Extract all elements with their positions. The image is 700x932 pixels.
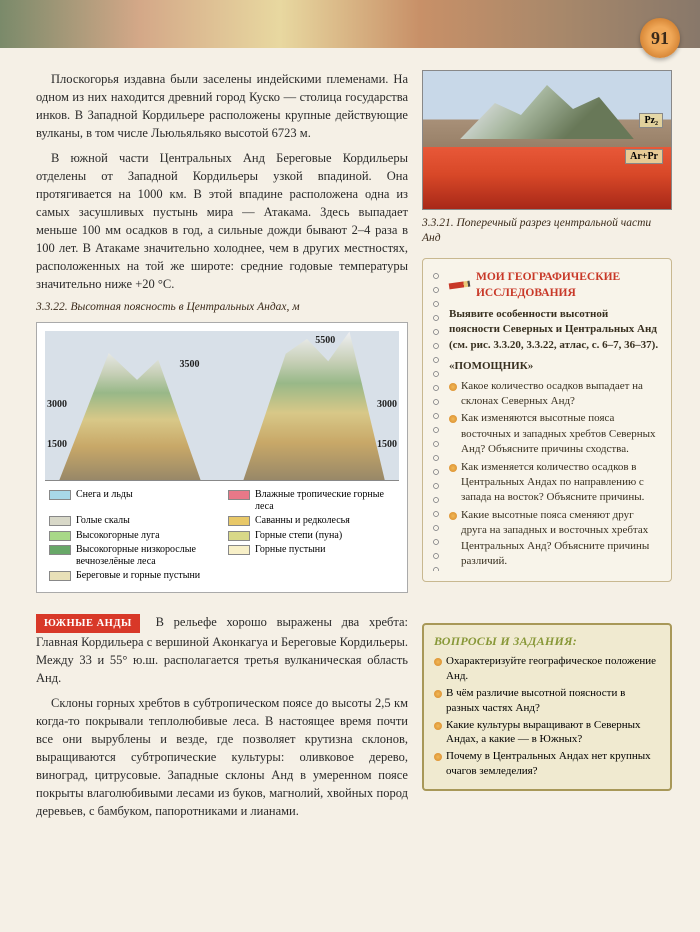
questions-items: Охарактеризуйте географиче­ское положени…	[434, 654, 660, 779]
geo-label-arpr: Ar+Pr	[625, 149, 663, 164]
swatch-icon	[49, 571, 71, 581]
paragraph-2: В южной части Центральных Анд Береговые …	[36, 149, 408, 294]
legend-item: Береговые и горные пустыни	[49, 570, 216, 582]
swatch-icon	[228, 516, 250, 526]
question-text: Почему в Центральных Андах нет крупных о…	[446, 749, 660, 779]
legend-text: Влажные тропические горные леса	[255, 489, 395, 512]
question-bullet: Почему в Центральных Андах нет крупных о…	[434, 749, 660, 779]
right-column: Pz₂ Ar+Pr 3.3.21. Поперечный разрез цент…	[422, 70, 672, 601]
altitude-legend: Снега и льды Влажные тропические горные л…	[45, 481, 399, 584]
swatch-icon	[49, 531, 71, 541]
alt-label: 3000	[377, 399, 397, 410]
main-content: Плоскогорья издавна были заселены индейс…	[0, 48, 700, 613]
legend-text: Саванны и редколесья	[255, 515, 350, 527]
header-collage	[0, 0, 700, 48]
notebook-title: МОИ ГЕОГРАФИЧЕСКИЕ ИССЛЕДОВАНИЯ	[449, 269, 661, 301]
bullet-text: Как изменяются высотные поя­са восточных…	[461, 411, 661, 457]
question-text: Какие культуры выращивают в Северных Анд…	[446, 718, 660, 748]
question-bullet: Охарактеризуйте географиче­ское положени…	[434, 654, 660, 684]
legend-item: Влажные тропические горные леса	[228, 489, 395, 512]
legend-item: Высокогорные низкорослые вечнозелёные ле…	[49, 544, 216, 567]
question-text: Охарактеризуйте географиче­ское положени…	[446, 654, 660, 684]
swatch-icon	[49, 516, 71, 526]
notebook-items: Какое количество осадков выпадает на скл…	[449, 379, 661, 570]
east-peak	[243, 331, 385, 480]
lower-left: ЮЖНЫЕ АНДЫ В рельефе хорошо выражены два…	[36, 613, 408, 826]
legend-text: Береговые и горные пустыни	[76, 570, 200, 582]
paragraph-1: Плоскогорья издавна были заселены индейс…	[36, 70, 408, 143]
alt-label: 1500	[47, 439, 67, 450]
legend-text: Горные степи (пуна)	[255, 530, 342, 542]
question-bullet: Какие культуры выращивают в Северных Анд…	[434, 718, 660, 748]
swatch-icon	[228, 490, 250, 500]
legend-item: Голые скалы	[49, 515, 216, 527]
alt-label: 1500	[377, 439, 397, 450]
alt-label: 3000	[47, 399, 67, 410]
pencil-icon	[449, 281, 471, 290]
legend-text: Горные пустыни	[255, 544, 326, 556]
altitude-caption: 3.3.22. Высотная поясность в Центральных…	[36, 300, 408, 315]
notebook-intro: Выявите особенности высотной поясности С…	[449, 307, 661, 353]
legend-item: Саванны и редколесья	[228, 515, 395, 527]
section-tag: ЮЖНЫЕ АНДЫ	[36, 614, 140, 633]
legend-text: Высокогорные луга	[76, 530, 160, 542]
questions-box: ВОПРОСЫ И ЗАДАНИЯ: Охарактеризуйте геогр…	[422, 623, 672, 791]
left-column: Плоскогорья издавна были заселены индейс…	[36, 70, 408, 601]
legend-item: Высокогорные луга	[49, 530, 216, 542]
alt-label: 5500	[315, 335, 335, 346]
mountain-icon	[460, 79, 634, 139]
notebook-bullet: Какие высотные пояса сменяют друг друга …	[449, 508, 661, 570]
swatch-icon	[49, 545, 71, 555]
legend-text: Голые скалы	[76, 515, 130, 527]
lower-right: ВОПРОСЫ И ЗАДАНИЯ: Охарактеризуйте геогр…	[422, 613, 672, 826]
research-notebook: МОИ ГЕОГРАФИЧЕСКИЕ ИССЛЕДОВАНИЯ Выявите …	[422, 258, 672, 582]
question-text: В чём различие высотной пояс­ности в раз…	[446, 686, 660, 716]
swatch-icon	[228, 531, 250, 541]
swatch-icon	[228, 545, 250, 555]
paragraph-3: ЮЖНЫЕ АНДЫ В рельефе хорошо выражены два…	[36, 613, 408, 688]
notebook-bullet: Какое количество осадков выпадает на скл…	[449, 379, 661, 410]
legend-text: Высокогорные низкорослые вечнозелёные ле…	[76, 544, 216, 567]
alt-label: 3500	[180, 359, 200, 370]
cross-section-figure: Pz₂ Ar+Pr	[422, 70, 672, 210]
notebook-title-text: МОИ ГЕОГРАФИЧЕСКИЕ ИССЛЕДОВАНИЯ	[476, 269, 661, 301]
legend-item: Горные степи (пуна)	[228, 530, 395, 542]
bullet-text: Как изменяется количество осадков в Цент…	[461, 460, 661, 506]
paragraph-4: Склоны горных хребтов в субтропическом п…	[36, 694, 408, 821]
swatch-icon	[49, 490, 71, 500]
bullet-text: Какое количество осадков выпадает на скл…	[461, 379, 661, 410]
legend-item: Горные пустыни	[228, 544, 395, 567]
notebook-helper: «ПОМОЩНИК»	[449, 359, 661, 374]
notebook-bullet: Как изменяется количество осадков в Цент…	[449, 460, 661, 506]
altitude-peaks: 1500 3000 3500 5500 1500 3000	[45, 331, 399, 481]
altitude-diagram: 1500 3000 3500 5500 1500 3000 Снега и ль…	[36, 322, 408, 593]
legend-item: Снега и льды	[49, 489, 216, 512]
lower-content: ЮЖНЫЕ АНДЫ В рельефе хорошо выражены два…	[0, 613, 700, 838]
bullet-text: Какие высотные пояса сменяют друг друга …	[461, 508, 661, 570]
notebook-bullet: Как изменяются высотные поя­са восточных…	[449, 411, 661, 457]
page-number-badge: 91	[640, 18, 680, 58]
question-bullet: В чём различие высотной пояс­ности в раз…	[434, 686, 660, 716]
cross-section-caption: 3.3.21. Поперечный разрез центральной ча…	[422, 216, 672, 246]
geo-label-pz: Pz₂	[639, 113, 663, 128]
legend-text: Снега и льды	[76, 489, 133, 501]
questions-title: ВОПРОСЫ И ЗАДАНИЯ:	[434, 633, 660, 649]
